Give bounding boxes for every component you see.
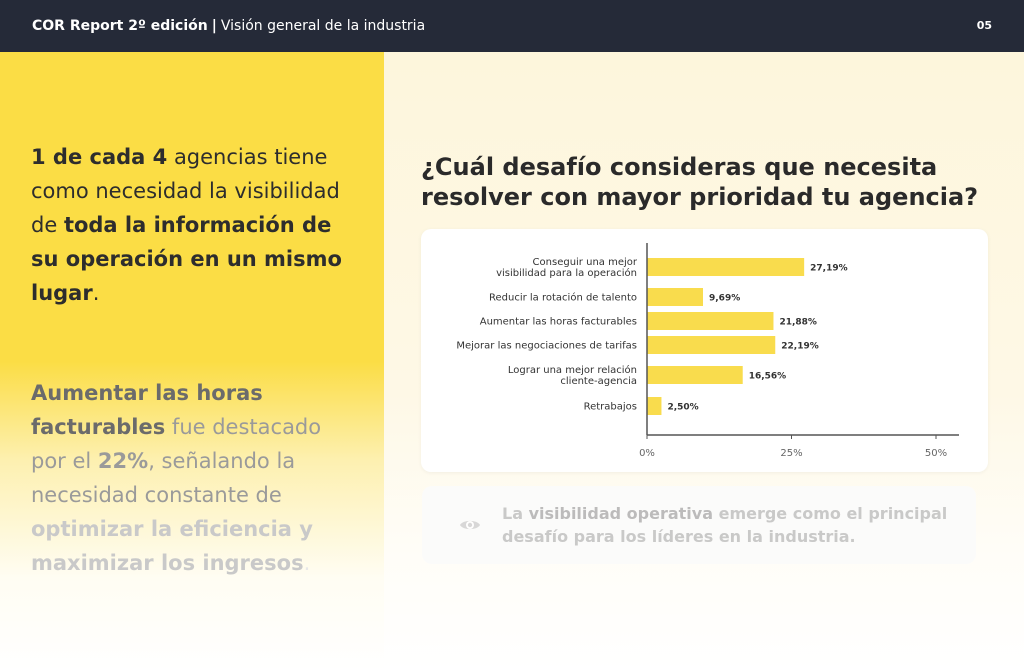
- report-title: COR Report 2º edición: [32, 18, 208, 34]
- top-bar: COR Report 2º edición | Visión general d…: [0, 0, 1024, 52]
- stat-period: .: [92, 281, 100, 305]
- stat-highlight: 1 de cada 4: [31, 145, 168, 169]
- secondary-text-1: fue destacado por el: [31, 415, 322, 473]
- secondary-emphasis: optimizar la eficiencia y maximizar los …: [31, 517, 313, 575]
- chart-question: ¿Cuál desafío consideras que necesita re…: [421, 153, 979, 211]
- chart-card: 27,19% Conseguir una mejor visibilidad par…: [421, 229, 988, 472]
- stat-emphasis: toda la información de su operación en u…: [31, 213, 342, 305]
- insight-text-1: La: [502, 504, 529, 523]
- category-label: Reducir la rotación de talento: [489, 292, 637, 304]
- insight-text: La visibilidad operativa emerge como el …: [502, 502, 962, 548]
- bar-value-label: 22,19%: [781, 342, 819, 352]
- secondary-highlight: Aumentar las horas facturables: [31, 381, 263, 439]
- bar-value-label: 2,50%: [667, 403, 698, 413]
- insight-card: La visibilidad operativa emerge como el …: [422, 486, 976, 564]
- category-label: Conseguir una mejor: [533, 257, 638, 268]
- insight-emphasis: visibilidad operativa: [528, 504, 714, 523]
- secondary-stat-paragraph: Aumentar las horas facturables fue desta…: [31, 376, 351, 580]
- eye-icon: [460, 520, 480, 530]
- secondary-percent: 22%: [97, 449, 149, 473]
- section-title: Visión general de la industria: [220, 18, 426, 34]
- category-label: Lograr una mejor relación: [508, 364, 637, 376]
- category-label: Mejorar las negociaciones de tarifas: [456, 341, 637, 352]
- bar-value-label: 21,88%: [779, 318, 817, 328]
- page-number: 05: [976, 19, 992, 32]
- key-stat-paragraph: 1 de cada 4 agencias tiene como necesida…: [31, 140, 351, 310]
- chart-bar: [647, 312, 774, 330]
- chart-bar: [647, 366, 743, 384]
- chart-bar: [647, 397, 662, 415]
- bar-value-label: 16,56%: [749, 372, 787, 382]
- chart-bar: [647, 336, 776, 354]
- category-label: visibilidad para la operación: [496, 267, 637, 279]
- category-label: cliente-agencia: [560, 376, 637, 387]
- category-label: Aumentar las horas facturables: [480, 317, 637, 328]
- left-panel: [0, 52, 384, 671]
- secondary-text-2: , señalando la necesidad constante de: [31, 449, 296, 507]
- insight-text-2: emerge como el principal desafío para lo…: [502, 504, 948, 546]
- x-tick-label: 50%: [925, 448, 947, 459]
- secondary-period: .: [303, 551, 311, 575]
- chart-bar: [647, 258, 805, 276]
- chart-bar: [647, 288, 704, 306]
- bar-value-label: 27,19%: [810, 264, 848, 274]
- x-tick-label: 0%: [639, 448, 655, 459]
- stat-text: agencias tiene como necesidad la visibil…: [31, 145, 340, 237]
- category-label: Retrabajos: [584, 402, 637, 413]
- bar-value-label: 9,69%: [709, 294, 740, 304]
- title-separator: |: [211, 18, 217, 34]
- x-tick-label: 25%: [780, 448, 802, 459]
